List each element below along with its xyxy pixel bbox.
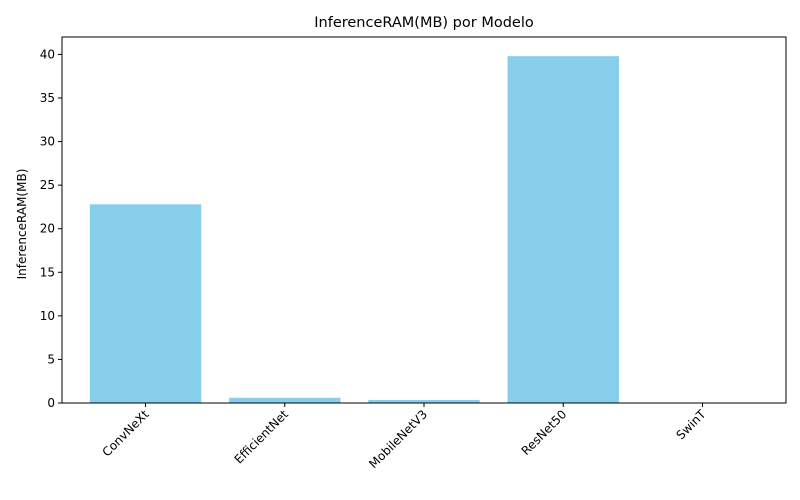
y-tick-label: 5 [47, 352, 55, 366]
bars-group [89, 56, 619, 404]
y-axis: 0 5 10 15 20 25 30 35 40 [40, 47, 62, 410]
bar-convnext [89, 204, 202, 403]
y-tick-label: 10 [40, 309, 55, 323]
y-tick-label: 30 [40, 135, 55, 149]
plot-frame [61, 36, 787, 404]
x-tick-label: EfficientNet [232, 407, 292, 467]
bar-mobilenetv3 [368, 399, 480, 403]
x-tick-label: ConvNeXt [100, 407, 152, 459]
bar-resnet50 [507, 56, 619, 404]
y-tick-label: 20 [40, 222, 55, 236]
chart-title: InferenceRAM(MB) por Modelo [314, 15, 534, 31]
y-tick-label: 35 [40, 91, 55, 105]
y-tick-label: 15 [40, 265, 55, 279]
y-tick-label: 25 [40, 178, 55, 192]
x-tick-label: SwinT [673, 407, 709, 443]
x-tick-label: ResNet50 [519, 407, 570, 458]
y-axis-label: InferenceRAM(MB) [15, 169, 29, 280]
bar-efficientnet [229, 397, 341, 403]
y-tick-label: 0 [47, 396, 55, 410]
x-axis: ConvNeXt EfficientNet MobileNetV3 ResNet50 S… [100, 403, 709, 471]
y-tick-label: 40 [40, 47, 55, 61]
x-tick-label: MobileNetV3 [366, 407, 430, 471]
